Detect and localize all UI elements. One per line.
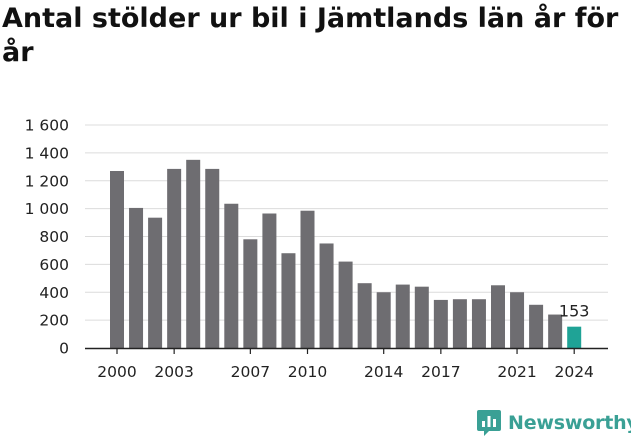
bar <box>357 283 372 348</box>
bar <box>376 292 391 348</box>
bar <box>452 299 467 348</box>
x-tick-label: 2024 <box>554 363 593 381</box>
x-tick-label: 2014 <box>364 363 403 381</box>
x-tick-label: 2017 <box>421 363 460 381</box>
newsworthy-logo-icon <box>477 410 501 436</box>
y-tick-label: 1 600 <box>25 117 69 135</box>
x-tick-label: 2000 <box>97 363 136 381</box>
bar <box>224 203 239 348</box>
y-tick-label: 0 <box>59 340 69 358</box>
bar <box>491 285 505 348</box>
labels: 0 200 400 600 800 1 000 1 200 1 400 1 600 2000 200… <box>25 117 594 382</box>
newsworthy-logo: Newsworthy <box>476 407 631 439</box>
bar <box>186 159 201 348</box>
bar <box>548 314 563 348</box>
y-tick-label: 600 <box>39 256 69 274</box>
bar <box>338 261 353 348</box>
axes <box>85 347 608 354</box>
bar <box>110 170 124 348</box>
x-tick-label: 2021 <box>497 363 536 381</box>
x-tick-label: 2003 <box>154 363 193 381</box>
bar <box>205 168 220 348</box>
bar <box>319 243 334 348</box>
bar <box>281 253 296 348</box>
bar <box>529 304 544 348</box>
bar <box>471 299 486 348</box>
bar <box>433 299 448 348</box>
bars <box>110 159 582 348</box>
bar <box>567 326 582 348</box>
bar <box>395 284 410 348</box>
y-tick-label: 800 <box>39 228 69 246</box>
chart-title: Antal stölder ur bil i Jämtlands län år … <box>2 3 619 68</box>
x-tick-label: 2010 <box>288 363 327 381</box>
x-tick-label: 2007 <box>231 363 270 381</box>
bar <box>148 217 163 348</box>
bar <box>243 239 258 348</box>
bar <box>167 168 182 348</box>
bar <box>262 213 277 348</box>
y-tick-label: 200 <box>39 312 69 330</box>
bar <box>510 292 525 348</box>
y-tick-label: 1 400 <box>25 144 69 162</box>
logo-text: Newsworthy <box>508 412 631 434</box>
bar <box>129 207 144 348</box>
bar-chart: 0 200 400 600 800 1 000 1 200 1 400 1 600 2000 200… <box>25 117 608 382</box>
y-tick-label: 1 000 <box>25 200 69 218</box>
bar <box>414 286 429 348</box>
bar <box>300 210 315 348</box>
y-tick-label: 1 200 <box>25 172 69 190</box>
data-label: 153 <box>559 302 590 321</box>
y-tick-label: 400 <box>39 284 69 302</box>
